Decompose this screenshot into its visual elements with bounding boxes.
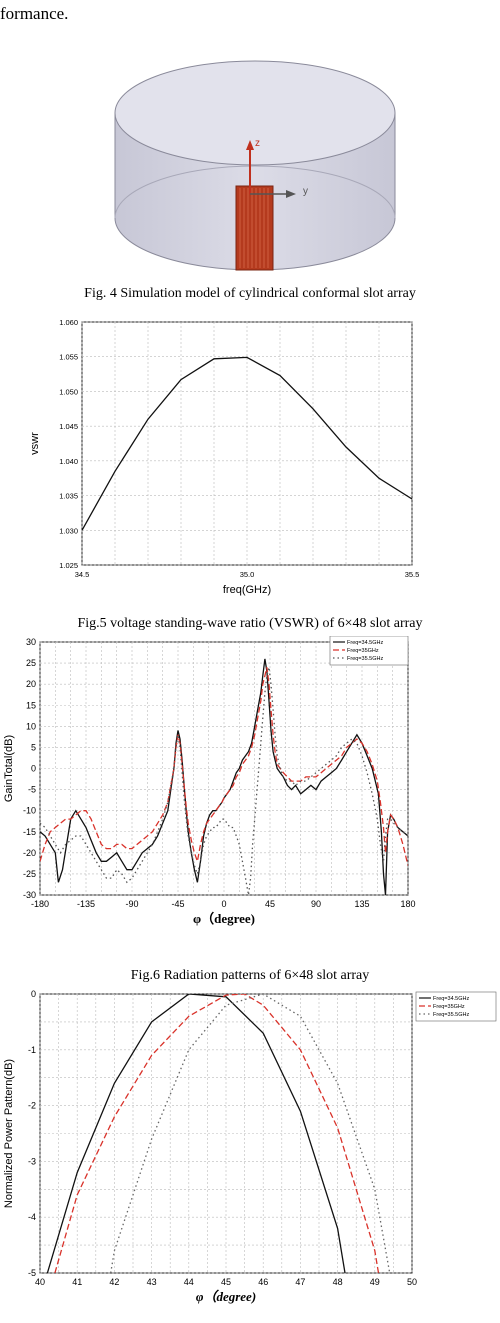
y-tick-label: 1.025 <box>59 561 78 570</box>
cylinder-bottom-back-edge <box>114 165 396 219</box>
slot-lines <box>239 188 269 268</box>
series-line-1 <box>82 356 412 531</box>
y-tick-label: -15 <box>23 827 36 837</box>
x-axis-label: freq(GHz) <box>223 584 271 596</box>
y-tick-label: -2 <box>28 1101 36 1111</box>
fig5-vswr-chart: 34.5 35.0 35.5 1.025 1.030 1.035 1.040 1.045 1.0… <box>29 318 420 596</box>
x-tick-label: 45 <box>265 899 275 909</box>
y-tick-label: 1.045 <box>59 422 78 431</box>
fig6-radiation-chart: -180 -135 -90 -45 0 45 90 135 180 -30 -25 -20 -15 -10… <box>3 636 416 926</box>
y-tick-label: 20 <box>26 679 36 689</box>
x-tick-label: 34.5 <box>75 570 90 579</box>
y-tick-label: -10 <box>23 806 36 816</box>
x-tick-label: 47 <box>295 1277 305 1287</box>
y-tick-label: 25 <box>26 658 36 668</box>
y-axis-label: GainTotal(dB) <box>3 735 15 802</box>
legend-label: Freq=35.5GHz <box>433 1012 469 1018</box>
y-tick-label: 1.055 <box>59 353 78 362</box>
x-tick-label: 43 <box>147 1277 157 1287</box>
legend: Freq=34.5GHz Freq=35GHz Freq=35.5GHz <box>415 991 497 1022</box>
y-tick-label: 1.030 <box>59 526 78 535</box>
top-text-fragment: formance. <box>0 4 69 23</box>
x-tick-label: 40 <box>35 1277 45 1287</box>
y-tick-label: -1 <box>28 1045 36 1055</box>
x-tick-label: -135 <box>77 899 95 909</box>
slot-array-patch <box>235 185 274 271</box>
y-axis-label: Normalized Power Pattern(dB) <box>3 1059 15 1208</box>
y-tick-label: 1.040 <box>59 457 78 466</box>
y-tick-label: 30 <box>26 637 36 647</box>
y-tick-label: -5 <box>28 1268 36 1278</box>
x-tick-label: 35.5 <box>405 570 420 579</box>
x-tick-label: 45 <box>221 1277 231 1287</box>
x-tick-label: 50 <box>407 1277 417 1287</box>
fig5-caption: Fig.5 voltage standing-wave ratio (VSWR)… <box>77 616 423 631</box>
y-axis-label: vswr <box>29 432 41 455</box>
x-tick-label: 180 <box>400 899 415 909</box>
x-tick-label: 49 <box>370 1277 380 1287</box>
legend: Freq=34.5GHz Freq=35GHz Freq=35.5GHz <box>329 636 409 666</box>
legend-label: Freq=35GHz <box>433 1004 465 1010</box>
series-line-2 <box>54 994 380 1273</box>
x-tick-label: 135 <box>354 899 369 909</box>
legend-label: Freq=34.5GHz <box>347 640 383 646</box>
x-tick-label: 0 <box>221 899 226 909</box>
fig4-cylinder-model <box>114 60 396 271</box>
x-tick-label: 35.0 <box>240 570 255 579</box>
cylinder-top-face <box>114 60 396 166</box>
legend-label: Freq=35.5GHz <box>347 656 383 662</box>
y-tick-label: 1.050 <box>59 387 78 396</box>
series-line-2 <box>40 667 408 866</box>
y-tick-label: -5 <box>28 785 36 795</box>
fig6-caption: Fig.6 Radiation patterns of 6×48 slot ar… <box>130 968 370 983</box>
fig4-caption: Fig. 4 Simulation model of cylindrical c… <box>84 286 416 301</box>
x-tick-label: -180 <box>31 899 49 909</box>
x-tick-label: 42 <box>109 1277 119 1287</box>
y-tick-label: -3 <box>28 1156 36 1166</box>
y-tick-label: 0 <box>31 990 36 999</box>
y-tick-label: -20 <box>23 848 36 858</box>
x-tick-label: 48 <box>333 1277 343 1287</box>
y-tick-label: 1.035 <box>59 492 78 501</box>
z-axis-label: z <box>255 138 260 149</box>
x-axis-label: φ（degree) <box>193 911 255 926</box>
x-tick-label: 46 <box>258 1277 268 1287</box>
series-line-3 <box>110 994 391 1273</box>
y-tick-label: -25 <box>23 869 36 879</box>
legend-label: Freq=34.5GHz <box>433 996 469 1002</box>
y-tick-label: 5 <box>31 742 36 752</box>
y-tick-label: 1.060 <box>59 318 78 327</box>
x-tick-label: 41 <box>72 1277 82 1287</box>
x-tick-label: -45 <box>171 899 184 909</box>
series-line-1 <box>46 994 346 1273</box>
legend-label: Freq=35GHz <box>347 648 379 654</box>
y-tick-label: 10 <box>26 721 36 731</box>
y-tick-label: 15 <box>26 700 36 710</box>
x-tick-label: 44 <box>184 1277 194 1287</box>
x-tick-label: -90 <box>125 899 138 909</box>
y-tick-label: -4 <box>28 1212 36 1222</box>
fig7-normalized-pattern-chart: 40 41 42 43 44 45 46 47 48 49 50 -5 -4 -3 -2 -1 0 φ（degre… <box>3 990 497 1304</box>
y-tick-label: 0 <box>31 764 36 774</box>
series-line-1 <box>40 658 408 895</box>
x-axis-label: φ（degree) <box>196 1289 256 1304</box>
y-axis-label: y <box>303 186 308 197</box>
y-tick-label: -30 <box>23 890 36 900</box>
x-tick-label: 90 <box>311 899 321 909</box>
